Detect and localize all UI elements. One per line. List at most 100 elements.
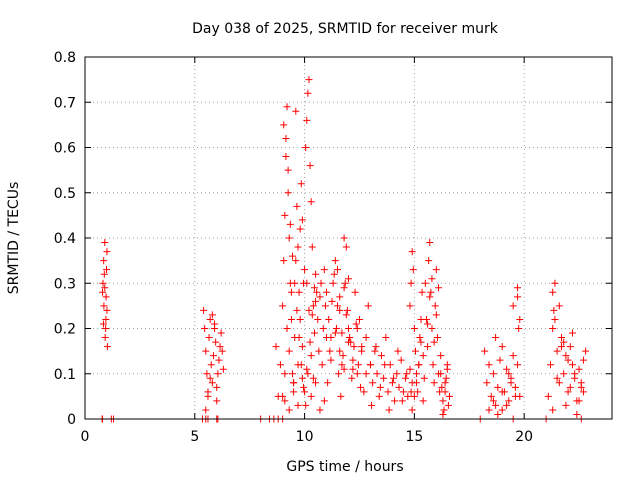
data-point xyxy=(202,347,210,355)
data-point xyxy=(303,116,311,124)
data-point xyxy=(307,352,315,360)
data-point xyxy=(343,306,351,314)
data-point xyxy=(213,397,221,405)
y-tick-label: 0.6 xyxy=(54,141,76,157)
data-point xyxy=(388,379,396,387)
data-point xyxy=(103,248,111,256)
data-point xyxy=(485,361,493,369)
data-point xyxy=(298,216,306,224)
data-point xyxy=(306,162,314,170)
data-point xyxy=(492,334,500,342)
data-point xyxy=(99,320,107,328)
y-tick-label: 0.7 xyxy=(54,95,76,111)
data-point xyxy=(309,302,317,310)
data-point xyxy=(403,370,411,378)
data-point xyxy=(280,257,288,265)
data-point xyxy=(424,320,432,328)
data-point xyxy=(432,311,440,319)
data-point xyxy=(212,338,220,346)
data-point xyxy=(281,211,289,219)
data-point xyxy=(384,388,392,396)
data-point xyxy=(428,275,436,283)
data-point xyxy=(348,374,356,382)
data-point xyxy=(560,338,568,346)
data-point xyxy=(336,347,344,355)
data-point xyxy=(209,352,217,360)
data-point xyxy=(342,243,350,251)
x-tick-label: 20 xyxy=(515,429,533,445)
data-point xyxy=(332,325,340,332)
data-point xyxy=(340,284,348,292)
data-point xyxy=(103,266,111,274)
data-point xyxy=(99,279,107,287)
data-point xyxy=(320,397,328,405)
data-point xyxy=(326,347,334,355)
data-point xyxy=(282,134,290,142)
data-point xyxy=(515,325,523,332)
data-point xyxy=(284,166,292,174)
data-point xyxy=(297,180,305,188)
data-point xyxy=(557,343,565,351)
data-point xyxy=(309,374,317,382)
data-point xyxy=(330,270,338,278)
data-point xyxy=(208,311,216,319)
data-point xyxy=(439,410,447,418)
data-point xyxy=(296,225,304,233)
data-point xyxy=(340,234,348,242)
data-point xyxy=(562,352,570,360)
data-point xyxy=(505,370,513,378)
data-point xyxy=(441,379,449,387)
data-point xyxy=(381,361,389,369)
data-point xyxy=(413,370,421,378)
data-point xyxy=(421,279,429,287)
data-point xyxy=(204,388,212,396)
data-point xyxy=(103,343,111,351)
x-tick-label: 15 xyxy=(405,429,423,445)
data-point xyxy=(100,302,108,310)
data-point xyxy=(308,311,316,319)
data-point xyxy=(550,306,558,314)
data-point xyxy=(324,379,332,387)
data-point xyxy=(579,388,587,396)
data-point xyxy=(414,388,422,396)
data-point xyxy=(390,374,398,382)
data-point xyxy=(425,257,433,265)
data-point xyxy=(339,352,347,360)
data-point xyxy=(579,356,587,364)
data-point xyxy=(426,293,434,301)
chart-title: Day 038 of 2025, SRMTID for receiver mur… xyxy=(192,21,499,37)
data-point xyxy=(317,279,325,287)
data-point xyxy=(284,189,292,197)
data-point xyxy=(568,361,576,369)
data-point xyxy=(566,343,574,351)
data-point xyxy=(305,306,313,314)
data-point xyxy=(422,315,430,323)
data-point xyxy=(312,270,320,278)
data-point xyxy=(289,252,297,260)
data-point xyxy=(406,302,414,310)
data-point xyxy=(516,315,524,323)
data-point xyxy=(369,379,377,387)
data-point xyxy=(372,343,380,351)
data-point xyxy=(285,406,293,414)
data-point xyxy=(338,361,346,369)
data-point xyxy=(312,297,320,305)
data-point xyxy=(283,103,291,111)
data-point xyxy=(364,302,372,310)
data-point xyxy=(323,288,331,296)
data-point xyxy=(417,338,425,346)
data-point xyxy=(395,383,403,391)
data-point xyxy=(279,392,287,400)
data-point xyxy=(290,379,298,387)
data-point xyxy=(419,352,427,360)
data-point xyxy=(514,293,522,301)
data-point xyxy=(331,329,339,337)
data-point xyxy=(325,315,333,323)
data-point xyxy=(308,243,316,251)
data-point xyxy=(496,356,504,364)
data-point xyxy=(208,379,216,387)
data-point xyxy=(377,352,385,360)
x-axis-label: GPS time / hours xyxy=(286,459,403,475)
x-tick-label: 0 xyxy=(81,429,90,445)
data-point xyxy=(216,343,224,351)
